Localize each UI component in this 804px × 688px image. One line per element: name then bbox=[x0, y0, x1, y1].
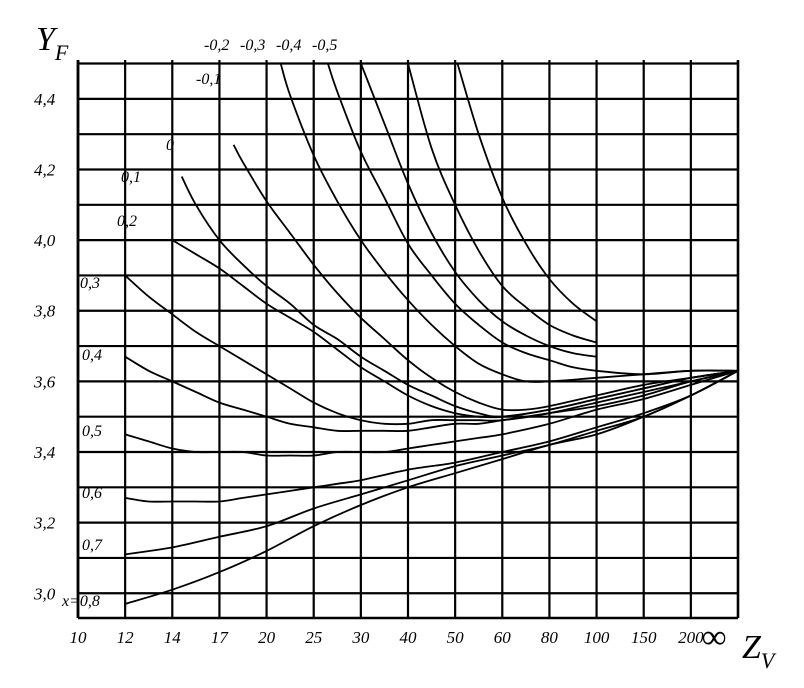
curve-x--0,1 bbox=[279, 63, 739, 383]
y-tick-label: 4,2 bbox=[34, 160, 56, 179]
curve-x-0,3 bbox=[124, 274, 739, 426]
y-tick-label: 3,2 bbox=[33, 514, 56, 533]
curve-label: 0,6 bbox=[82, 485, 102, 502]
x-tick-label: 25 bbox=[305, 628, 322, 647]
curve-label: 0,4 bbox=[82, 347, 102, 364]
x-tick-label: 12 bbox=[117, 628, 135, 647]
curve-x-0 bbox=[232, 144, 739, 412]
y-axis-title-sub: F bbox=[54, 40, 69, 65]
y-tick-label: 4,0 bbox=[34, 231, 56, 250]
curve-label: 0,2 bbox=[117, 213, 137, 230]
curve-label: -0,4 bbox=[276, 37, 301, 54]
x-axis-title: ZV bbox=[742, 629, 777, 673]
curve-label: x=0,8 bbox=[61, 593, 100, 610]
curve-x--0,3 bbox=[360, 63, 597, 358]
x-tick-label: 150 bbox=[631, 628, 657, 647]
curve-x-0,6 bbox=[124, 370, 739, 503]
x-tick-label: 10 bbox=[70, 628, 88, 647]
curve-x--0,2 bbox=[327, 63, 739, 376]
y-tick-label: 4,4 bbox=[34, 90, 56, 109]
x-tick-label: 80 bbox=[541, 628, 559, 647]
curve-labels: -0,5 -0,4 -0,3 -0,2 -0,1 0 0,1 0,2 0,3 0,4 0,5 0,6 0… bbox=[61, 37, 337, 610]
y-axis-title: YF bbox=[36, 21, 69, 65]
curve-x--0,5 bbox=[456, 63, 598, 323]
curve-label: 0 bbox=[166, 137, 174, 154]
curve-label: -0,1 bbox=[196, 71, 221, 88]
x-tick-label: 60 bbox=[494, 628, 512, 647]
x-tick-labels: 10 12 14 17 20 25 30 40 50 60 80 100 150 200 bbox=[70, 628, 705, 647]
curve-label: -0,3 bbox=[240, 37, 265, 54]
curve-label: 0,7 bbox=[82, 537, 103, 554]
x-tick-label: 40 bbox=[400, 628, 418, 647]
x-tick-label: 100 bbox=[584, 628, 610, 647]
grid bbox=[76, 60, 740, 620]
y-tick-labels: 3,0 3,2 3,4 3,6 3,8 4,0 4,2 4,4 bbox=[33, 90, 56, 603]
curve-x-0,2 bbox=[171, 239, 739, 419]
y-tick-label: 3,6 bbox=[33, 372, 56, 391]
curve-label: 0,1 bbox=[121, 169, 141, 186]
curve-x-0,5 bbox=[124, 369, 739, 457]
x-axis-title-main: Z bbox=[742, 629, 762, 666]
curve-x--0,4 bbox=[407, 63, 597, 344]
y-tick-label: 3,0 bbox=[33, 584, 56, 603]
y-axis-title-main: Y bbox=[36, 21, 58, 58]
x-tick-label: 30 bbox=[351, 628, 370, 647]
y-tick-label: 3,8 bbox=[33, 302, 56, 321]
curves bbox=[124, 63, 739, 605]
x-infinity-label: ∞ bbox=[702, 619, 726, 656]
curve-x-x=0,8 bbox=[124, 370, 739, 605]
x-axis-title-sub: V bbox=[761, 648, 777, 673]
curve-x-0,4 bbox=[124, 355, 739, 432]
curve-label: -0,5 bbox=[312, 37, 337, 54]
curve-label: 0,5 bbox=[82, 423, 102, 440]
y-tick-label: 3,4 bbox=[33, 443, 56, 462]
x-tick-label: 20 bbox=[258, 628, 276, 647]
curve-label: 0,3 bbox=[80, 275, 100, 292]
x-tick-label: 50 bbox=[447, 628, 465, 647]
x-tick-label: 17 bbox=[211, 628, 230, 647]
x-tick-label: 200 bbox=[678, 628, 704, 647]
x-tick-label: 14 bbox=[164, 628, 182, 647]
curve-label: -0,2 bbox=[204, 37, 229, 54]
